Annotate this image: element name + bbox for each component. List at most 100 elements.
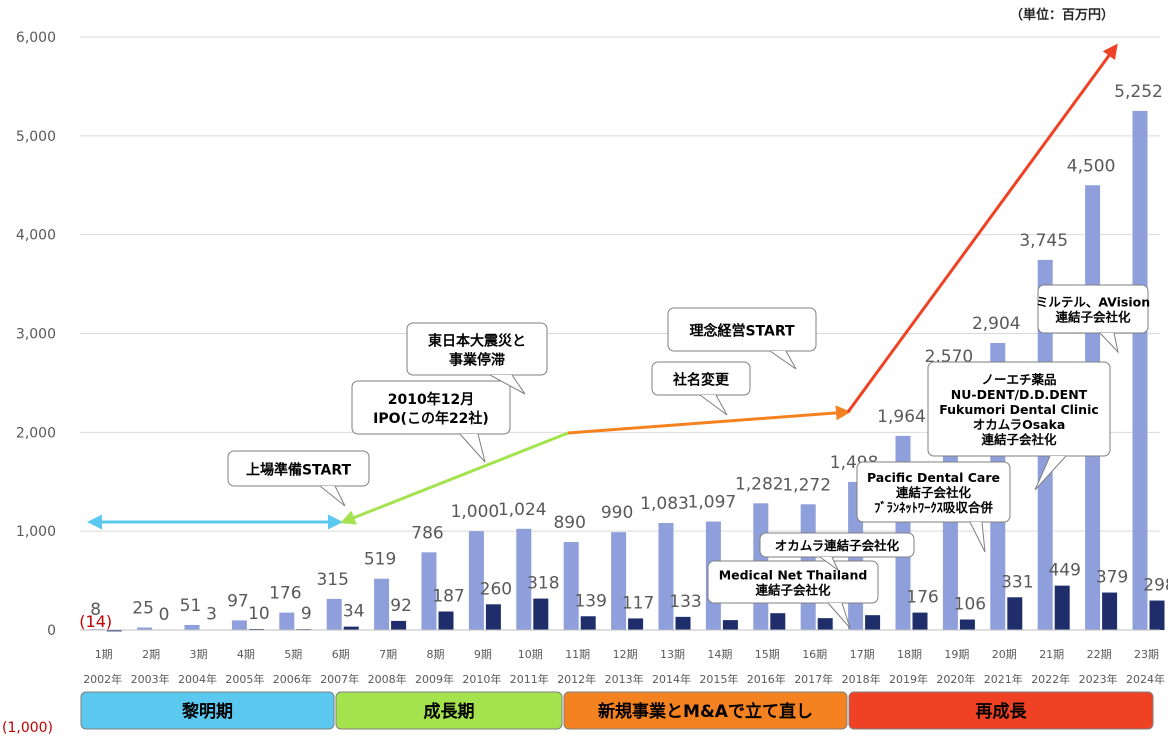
negative-axis-label: (1,000) <box>2 720 53 736</box>
axes: 0 1,000 2,000 3,000 4,000 5,000 6,000 1期 2期 3期 4期 5… <box>16 30 1165 686</box>
sales-value-label: 176 <box>269 584 301 604</box>
sales-value-label: 1,024 <box>498 500 547 520</box>
x-year-label: 2007年 <box>320 672 359 686</box>
callouts: 上場準備START 2010年12月 IPO(この年22社) 東日本大震災と事業停滞社… <box>227 284 1150 629</box>
profit-value-label: 34 <box>343 602 365 622</box>
sales-value-label: 2,904 <box>972 314 1021 334</box>
x-year-label: 2017年 <box>794 672 833 686</box>
x-year-label: 2005年 <box>225 672 264 686</box>
x-year-label: 2016年 <box>747 672 786 686</box>
sales-bar <box>611 532 627 630</box>
sales-value-label: 890 <box>553 513 585 533</box>
profit-value-label: 133 <box>669 592 701 612</box>
x-tick-label: 5期 <box>284 648 302 661</box>
sales-bar <box>658 522 674 630</box>
sales-bar <box>184 624 200 630</box>
profit-bar <box>865 615 881 630</box>
profit-value-label: 9 <box>301 604 312 624</box>
x-tick-label: 23期 <box>1134 648 1159 661</box>
sales-value-label: 1,272 <box>782 475 831 495</box>
profit-bar <box>722 620 738 630</box>
profit-value-label: 10 <box>248 604 270 624</box>
callout-text: 連結子会社化 <box>755 583 831 598</box>
sales-value-label: 1,097 <box>688 493 737 513</box>
sales-value-label: 1,282 <box>735 474 784 494</box>
x-tick-label: 2期 <box>142 648 160 661</box>
y-tick-label: 1,000 <box>16 524 56 540</box>
x-tick-label: 11期 <box>565 648 590 661</box>
callout-pointer <box>769 350 797 370</box>
profit-value-label: 449 <box>1048 561 1080 581</box>
profit-value-label: 0 <box>159 605 170 625</box>
profit-value-label: 318 <box>527 574 559 594</box>
profit-bar <box>438 611 454 630</box>
x-year-label: 2014年 <box>652 672 691 686</box>
x-year-label: 2013年 <box>605 672 644 686</box>
sales-bar <box>374 578 390 630</box>
profit-bar <box>485 604 501 630</box>
phase-bands: 黎明期 成長期 新規事業とM&Aで立て直し 再成長 <box>80 691 1154 730</box>
callout-text: 連結子会社化 <box>1055 310 1131 325</box>
callout-text: ノーエチ薬品 <box>981 372 1056 387</box>
phase-label: 成長期 <box>424 701 475 722</box>
profit-bar <box>770 613 786 630</box>
profit-bar <box>391 620 407 630</box>
callout-box: 2010年12月 IPO(この年22社) <box>351 380 511 463</box>
x-tick-label: 4期 <box>237 648 255 661</box>
sales-value-label: 3,745 <box>1019 231 1068 251</box>
profit-bar <box>343 626 359 630</box>
sales-value-label: 1,000 <box>451 502 500 522</box>
x-tick-label: 20期 <box>992 648 1017 661</box>
callout-text: 2010年12月 <box>388 391 474 408</box>
callout-text: 事業停滞 <box>449 352 505 369</box>
sales-value-label: 786 <box>411 523 443 543</box>
callout-frame <box>406 322 548 376</box>
x-tick-label: 9期 <box>474 648 492 661</box>
x-year-label: 2024年 <box>1126 672 1165 686</box>
sales-bar <box>563 542 579 630</box>
callout-pointer <box>1099 332 1119 354</box>
callout-text: ﾌﾞﾗﾝﾈｯﾄﾜｰｸｽ吸収合併 <box>874 500 993 515</box>
phase-label: 再成長 <box>976 701 1028 722</box>
x-year-label: 2004年 <box>178 672 217 686</box>
sales-value-label: 97 <box>227 591 249 611</box>
x-tick-label: 3期 <box>190 648 208 661</box>
x-year-label: 2015年 <box>699 672 738 686</box>
profit-bar <box>817 618 833 630</box>
callout-pointer <box>489 374 526 395</box>
x-tick-label: 13期 <box>660 648 685 661</box>
profit-value-label: 379 <box>1096 568 1128 588</box>
x-year-label: 2021年 <box>984 672 1023 686</box>
profit-value-label: 106 <box>954 595 986 615</box>
x-year-label: 2020年 <box>936 672 975 686</box>
sales-bar <box>1132 110 1148 631</box>
sales-value-label: 4,500 <box>1067 156 1116 176</box>
profit-bar <box>1007 597 1023 630</box>
callout-box: 理念経営START <box>667 307 817 370</box>
phase-band <box>335 691 563 730</box>
phase-band <box>848 691 1154 730</box>
x-year-label: 2008年 <box>368 672 407 686</box>
trend-arrows <box>87 43 1118 530</box>
x-year-label: 2012年 <box>557 672 596 686</box>
callout-frame <box>707 560 879 604</box>
callout-text: Pacific Dental Care <box>867 470 1000 485</box>
callout-text: 連結子会社化 <box>981 432 1057 447</box>
callout-text: 社名変更 <box>672 372 730 389</box>
sales-bar <box>516 528 532 630</box>
profit-value-label: 298 <box>1143 576 1168 596</box>
sales-value-label: 315 <box>316 570 348 590</box>
callout-text: Medical Net Thailand <box>719 568 868 583</box>
sales-bar <box>231 620 247 630</box>
callout-text: 連結子会社化 <box>896 485 972 500</box>
phase-label: 黎明期 <box>182 701 233 722</box>
callout-box: オカムラ連結子会社化 <box>759 532 915 572</box>
x-tick-label: 6期 <box>332 648 350 661</box>
unit-label: （単位：百万円） <box>1010 7 1114 23</box>
x-year-label: 2022年 <box>1031 672 1070 686</box>
sales-bar <box>137 627 153 630</box>
